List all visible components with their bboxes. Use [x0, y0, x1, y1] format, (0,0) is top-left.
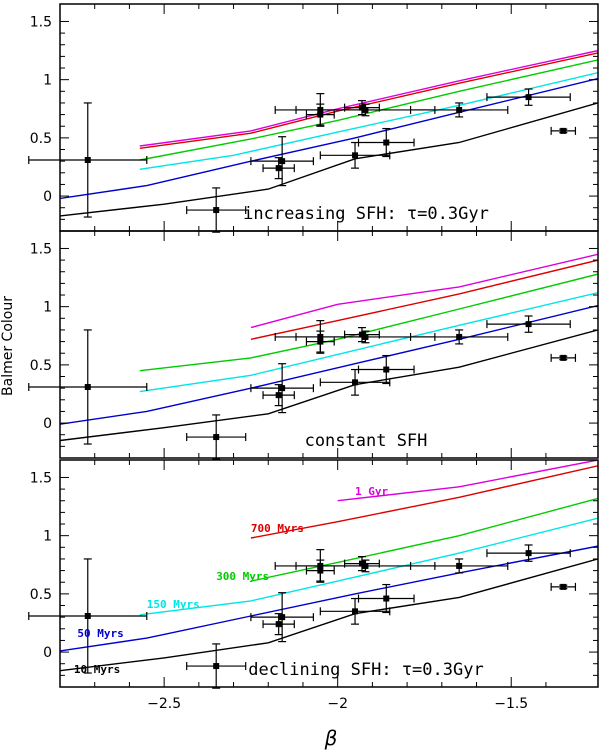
panel2-model-line-50-myrs [60, 304, 598, 425]
curve-label-150-myrs: 150 Myrs [147, 598, 200, 611]
panel3-obs-7-point [352, 608, 359, 615]
panel3-annotation: declining SFH: τ=0.3Gyr [248, 660, 483, 680]
panel3-ytick-label-0: 0 [43, 645, 52, 661]
panel3-obs-6-point [317, 567, 324, 574]
panel2-obs-11-point [456, 333, 463, 340]
curve-label-1-gyr: 1 Gyr [355, 485, 388, 498]
panel3-model-line-50-myrs [60, 545, 598, 652]
panel3-model-line-150-myrs [139, 517, 598, 616]
curve-label-700-myrs: 700 Myrs [251, 522, 304, 535]
x-axis-label: β [324, 726, 338, 750]
panel1-obs-9-point [362, 106, 369, 113]
curve-label-300-myrs: 300 Myrs [216, 570, 269, 583]
panel1-model-line-700-myrs [139, 52, 598, 149]
panel2-obs-3-point [275, 392, 282, 399]
panel2-frame [59, 230, 599, 459]
panel3-ytick-label-2: 1 [43, 529, 52, 545]
panel1-model-line-10-myrs [60, 102, 598, 217]
panel2-obs-12-point [525, 321, 532, 328]
panel1-obs-7-point [352, 152, 359, 159]
panel3-ytick-label-3: 1.5 [30, 470, 52, 486]
xtick-label-0: −2.5 [147, 696, 181, 712]
panel2-ytick-label-3: 1.5 [30, 241, 52, 257]
panel1-obs-4-point [279, 158, 286, 165]
curve-label-10-myrs: 10 Myrs [74, 663, 120, 676]
panel1-ytick-label-2: 1 [43, 73, 52, 89]
panel3-model-line-1-gyr [337, 460, 598, 502]
panel2-ytick-label-1: 0.5 [30, 358, 52, 374]
xtick-label-2: −1.5 [494, 696, 528, 712]
y-axis-label: Balmer Colour [0, 296, 16, 396]
panel2-annotation: constant SFH [305, 431, 428, 451]
panel1-obs-3-point [275, 165, 282, 172]
panel2-obs-13-point [560, 354, 567, 361]
xtick-label-1: −2 [327, 696, 348, 712]
panel3-model-line-300-myrs [250, 497, 598, 582]
panel3-frame [59, 459, 599, 688]
panel1-model-line-300-myrs [139, 59, 598, 161]
panel3-obs-4-point [279, 614, 286, 621]
panel2-obs-10-point [383, 366, 390, 373]
panel1-annotation: increasing SFH: τ=0.3Gyr [243, 204, 489, 224]
panel2-obs-7-point [352, 379, 359, 386]
panel2-obs-9-point [362, 333, 369, 340]
panel2-obs-2-point [213, 434, 220, 441]
panel1-model-line-50-myrs [60, 77, 598, 200]
curve-label-50-myrs: 50 Myrs [77, 627, 123, 640]
panel1-frame [59, 3, 599, 232]
panel3-obs-12-point [525, 550, 532, 557]
panel2-obs-6-point [317, 338, 324, 345]
panel2-model-line-150-myrs [139, 292, 598, 393]
panel2-obs-1-point [84, 383, 91, 390]
panel2-model-line-300-myrs [139, 273, 598, 372]
panel1-obs-13-point [560, 127, 567, 134]
panel3-ytick-label-1: 0.5 [30, 587, 52, 603]
panel3-obs-11-point [456, 562, 463, 569]
panel2-model-line-1-gyr [250, 253, 598, 329]
panel3-model-line-10-myrs [60, 558, 598, 672]
panel2-model-line-10-myrs [60, 329, 598, 442]
panel2-obs-8-point [358, 331, 365, 338]
panel3-obs-9-point [362, 562, 369, 569]
panel1-ytick-label-0: 0 [43, 189, 52, 205]
panel3-obs-3-point [275, 621, 282, 628]
panel1-obs-8-point [358, 104, 365, 111]
panel3-obs-10-point [383, 595, 390, 602]
panel1-obs-12-point [525, 94, 532, 101]
panel1-obs-2-point [213, 207, 220, 214]
panel2-ytick-label-0: 0 [43, 416, 52, 432]
panel3-obs-1-point [84, 612, 91, 619]
panel1-ytick-label-1: 0.5 [30, 131, 52, 147]
panel1-obs-6-point [317, 111, 324, 118]
panel1-model-line-1-gyr [139, 49, 598, 147]
panel2-ytick-label-2: 1 [43, 300, 52, 316]
panel1-ytick-label-3: 1.5 [30, 14, 52, 30]
panel3-model-line-700-myrs [250, 465, 598, 539]
panel2-obs-4-point [279, 385, 286, 392]
panel3-obs-13-point [560, 583, 567, 590]
panel2-model-line-700-myrs [250, 259, 598, 340]
panel1-obs-1-point [84, 156, 91, 163]
panel1-obs-11-point [456, 106, 463, 113]
panel1-model-line-150-myrs [139, 72, 598, 170]
panel3-obs-8-point [358, 560, 365, 567]
panel3-obs-2-point [213, 663, 220, 670]
panel1-obs-10-point [383, 139, 390, 146]
